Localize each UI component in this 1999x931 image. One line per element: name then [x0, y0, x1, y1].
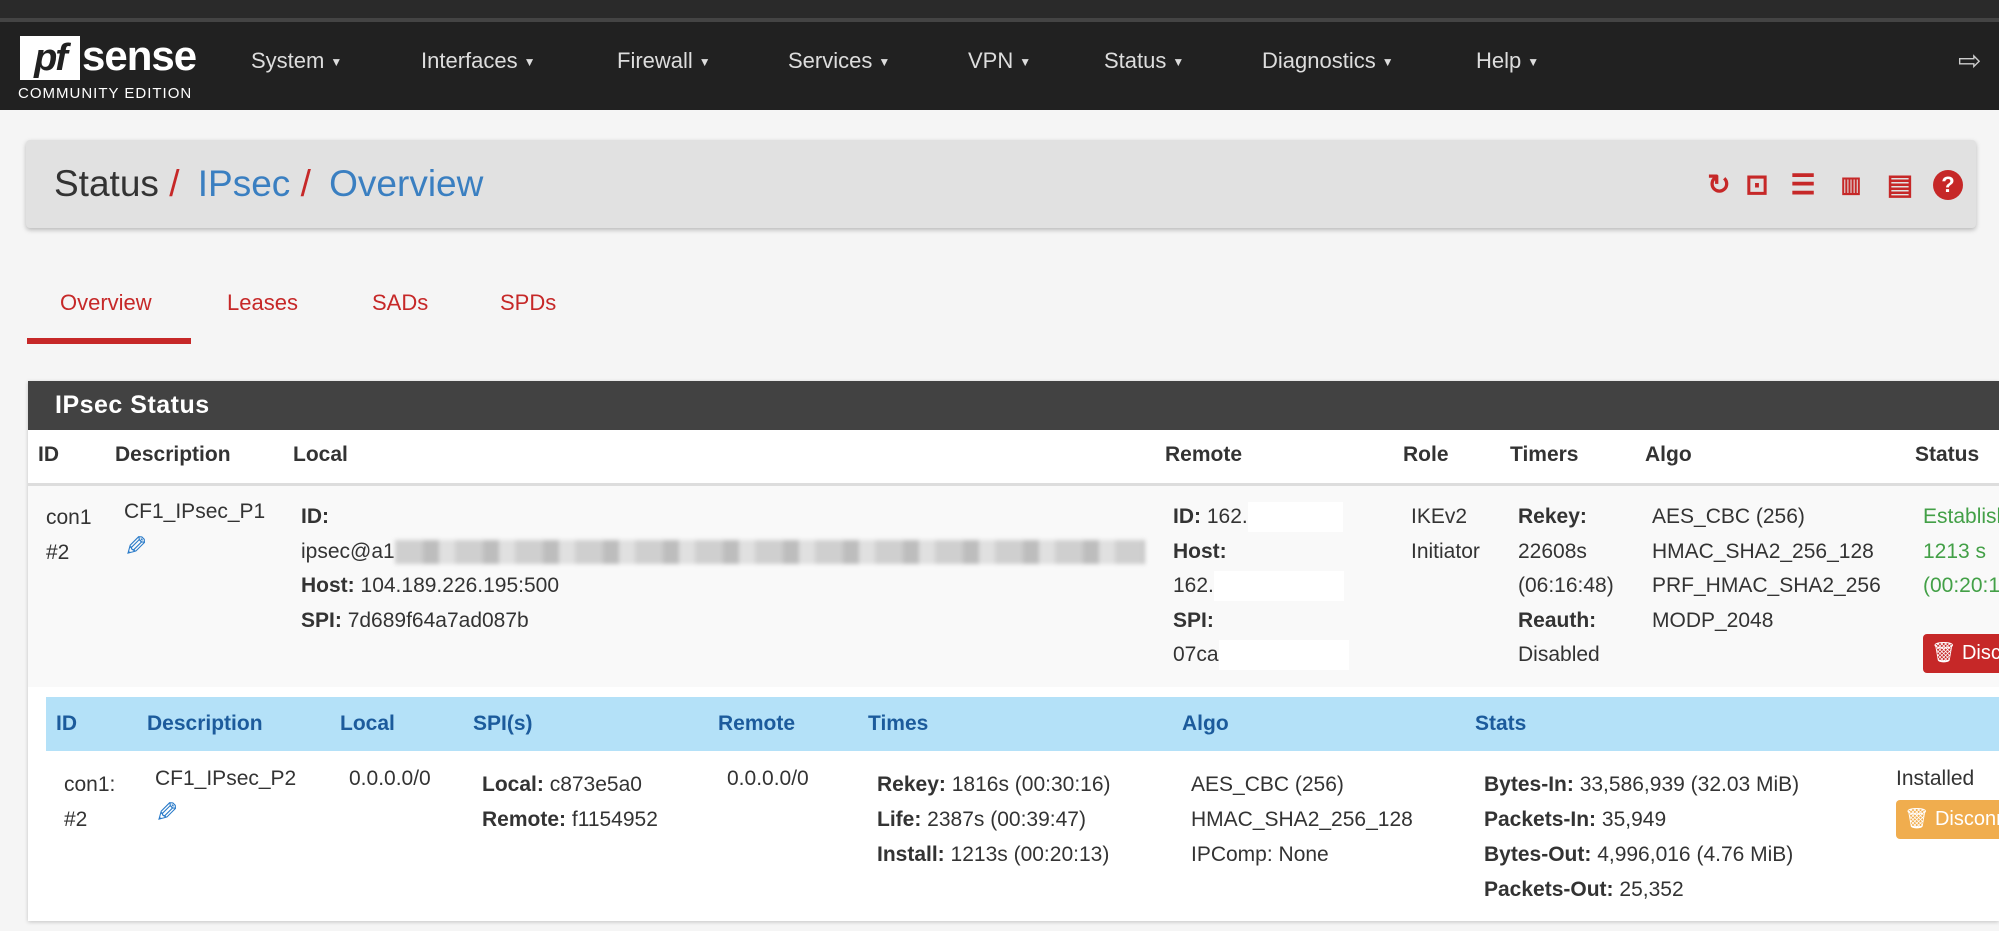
p2-col-algo: Algo: [1182, 712, 1229, 735]
caret-down-icon: ▼: [878, 55, 891, 70]
nav-interfaces[interactable]: Interfaces ▼: [421, 48, 536, 74]
redacted-blur: [394, 539, 1145, 564]
col-description: Description: [115, 443, 231, 466]
nav-label: Diagnostics: [1262, 48, 1376, 73]
nav-diagnostics[interactable]: Diagnostics ▼: [1262, 48, 1394, 74]
caret-down-icon: ▼: [1172, 55, 1185, 70]
table-row-p1: [28, 483, 1999, 687]
p2-col-local: Local: [340, 712, 395, 735]
stop-icon[interactable]: ⊡: [1745, 169, 1769, 200]
caret-down-icon: ▼: [1527, 55, 1540, 70]
caret-down-icon: ▼: [698, 55, 711, 70]
p2-description: CF1_IPsec_P2: [155, 767, 297, 790]
tab-overview[interactable]: Overview: [60, 290, 152, 315]
sign-out-icon[interactable]: ⇨: [1958, 45, 1982, 76]
p2-col-stats: Stats: [1475, 712, 1527, 735]
restart-icon[interactable]: ↻: [1707, 169, 1731, 200]
breadcrumb-overview[interactable]: Overview: [329, 163, 484, 204]
nav-label: Firewall: [617, 48, 693, 73]
col-role: Role: [1403, 443, 1449, 466]
col-timers: Timers: [1510, 443, 1579, 466]
nav-label: Help: [1476, 48, 1522, 73]
p1-algo: AES_CBC (256) HMAC_SHA2_256_128 PRF_HMAC_S…: [1652, 505, 1881, 632]
col-local: Local: [293, 443, 348, 466]
caret-down-icon: ▼: [330, 55, 343, 70]
breadcrumb-ipsec[interactable]: IPsec: [197, 163, 291, 204]
p2-col-remote: Remote: [718, 712, 796, 735]
breadcrumb-separator: /: [169, 163, 180, 204]
nav-label: Interfaces: [421, 48, 518, 73]
navbar: [0, 22, 1999, 110]
p2-times: Rekey: 1816s (00:30:16) Life: 2387s (00:…: [877, 773, 1111, 866]
p2-id: con1: #2: [64, 773, 116, 831]
nav-system[interactable]: System ▼: [251, 48, 342, 74]
col-algo: Algo: [1645, 443, 1692, 466]
p1-id: con1 #2: [46, 506, 92, 564]
edit-pencil-icon[interactable]: ✎: [155, 797, 179, 828]
p2-stats: Bytes-In: 33,586,939 (32.03 MiB) Packets…: [1484, 773, 1800, 901]
tab-leases[interactable]: Leases: [227, 290, 298, 315]
trash-icon: 🗑: [1931, 642, 1957, 664]
log-list-icon[interactable]: ▤: [1886, 169, 1914, 200]
p1-role: IKEv2 Initiator: [1411, 505, 1480, 563]
logo-word[interactable]: sense: [82, 32, 197, 79]
p2-col-description: Description: [147, 712, 263, 735]
col-remote: Remote: [1165, 443, 1243, 466]
sliders-icon[interactable]: ☰: [1790, 169, 1816, 200]
nav-label: VPN: [968, 48, 1014, 73]
p2-col-id: ID: [56, 712, 77, 735]
p1-local: ID: ipsec@a1 Host: 104.189.226.195:500 S…: [301, 500, 1145, 638]
p2-remote: 0.0.0.0/0: [727, 767, 809, 790]
p2-disconnect-button[interactable]: 🗑 Disconnect: [1896, 800, 1999, 839]
p1-status: Established1213 s(00:20:13): [1923, 505, 1999, 597]
tab-sads[interactable]: SADs: [372, 290, 429, 315]
tab-spds[interactable]: SPDs: [500, 290, 557, 315]
p2-header-row: [46, 697, 1999, 751]
caret-down-icon: ▼: [523, 55, 536, 70]
p1-remote: ID: 162. Host: 162. SPI: 07ca: [1173, 500, 1349, 673]
p2-local: 0.0.0.0/0: [349, 767, 431, 790]
active-tab-indicator: [27, 338, 191, 344]
nav-label: Status: [1104, 48, 1167, 73]
nav-label: System: [251, 48, 325, 73]
caret-down-icon: ▼: [1381, 55, 1394, 70]
breadcrumb: Status / IPsec / Overview: [54, 163, 483, 205]
p1-disconnect-button[interactable]: 🗑 Disconnect: [1923, 634, 1999, 673]
bar-chart-icon[interactable]: ▥: [1840, 172, 1862, 197]
p2-spis: Local: c873e5a0 Remote: f1154952: [482, 773, 658, 831]
panel-title: IPsec Status: [28, 381, 1999, 430]
browser-top-strip: [0, 0, 1999, 22]
edit-pencil-icon[interactable]: ✎: [124, 531, 148, 562]
nav-label: Services: [788, 48, 873, 73]
help-icon[interactable]: ?: [1933, 170, 1963, 200]
p2-status: Installed: [1896, 767, 1975, 790]
nav-services[interactable]: Services ▼: [788, 48, 890, 74]
col-status: Status: [1915, 443, 1980, 466]
col-id: ID: [38, 443, 59, 466]
p2-col-spis: SPI(s): [473, 712, 533, 735]
nav-status[interactable]: Status ▼: [1104, 48, 1184, 74]
trash-icon: 🗑: [1904, 808, 1930, 830]
caret-down-icon: ▼: [1019, 55, 1032, 70]
nav-firewall[interactable]: Firewall ▼: [617, 48, 711, 74]
p1-timers: Rekey: 22608s (06:16:48) Reauth: Disabled: [1518, 505, 1614, 666]
nav-help[interactable]: Help ▼: [1476, 48, 1539, 74]
p2-col-times: Times: [868, 712, 929, 735]
logo-edition: COMMUNITY EDITION: [18, 85, 193, 102]
breadcrumb-status: Status: [54, 163, 159, 204]
breadcrumb-panel: [26, 140, 1976, 228]
p1-description: CF1_IPsec_P1: [124, 500, 266, 523]
breadcrumb-separator: /: [300, 163, 311, 204]
logo-mark[interactable]: pf: [20, 36, 80, 80]
p2-algo: AES_CBC (256) HMAC_SHA2_256_128 IPComp: No…: [1191, 773, 1413, 866]
nav-vpn[interactable]: VPN ▼: [968, 48, 1031, 74]
